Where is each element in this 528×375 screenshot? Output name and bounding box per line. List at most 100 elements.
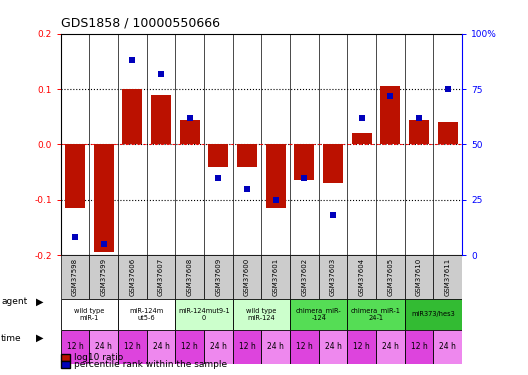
Text: 24 h: 24 h [95, 342, 112, 351]
Text: 24 h: 24 h [382, 342, 399, 351]
FancyBboxPatch shape [61, 330, 89, 364]
Text: chimera_miR-1
24-1: chimera_miR-1 24-1 [351, 308, 401, 321]
FancyBboxPatch shape [433, 330, 462, 364]
Text: 24 h: 24 h [325, 342, 342, 351]
FancyBboxPatch shape [204, 330, 233, 364]
Point [415, 115, 423, 121]
Bar [122, 89, 143, 144]
FancyBboxPatch shape [175, 255, 204, 299]
Text: GSM37610: GSM37610 [416, 258, 422, 296]
FancyBboxPatch shape [404, 255, 433, 299]
Bar [438, 122, 458, 144]
Text: GSM37604: GSM37604 [359, 258, 365, 296]
Text: ▶: ▶ [36, 297, 43, 307]
Point [271, 197, 280, 203]
Text: wild type
miR-124: wild type miR-124 [246, 308, 277, 321]
FancyBboxPatch shape [376, 330, 404, 364]
FancyBboxPatch shape [261, 255, 290, 299]
Bar [209, 144, 229, 166]
Point [243, 186, 251, 192]
Text: 12 h: 12 h [239, 342, 256, 351]
FancyBboxPatch shape [404, 299, 462, 330]
FancyBboxPatch shape [347, 255, 376, 299]
Text: GSM37609: GSM37609 [215, 258, 221, 296]
Bar [352, 134, 372, 144]
Text: 24 h: 24 h [153, 342, 169, 351]
FancyBboxPatch shape [147, 255, 175, 299]
Bar [151, 94, 171, 144]
FancyBboxPatch shape [61, 255, 89, 299]
Text: percentile rank within the sample: percentile rank within the sample [74, 360, 227, 369]
FancyBboxPatch shape [404, 330, 433, 364]
Text: GDS1858 / 10000550666: GDS1858 / 10000550666 [61, 17, 220, 30]
FancyBboxPatch shape [204, 255, 233, 299]
FancyBboxPatch shape [347, 299, 404, 330]
Bar [237, 144, 257, 166]
Text: miR-124m
ut5-6: miR-124m ut5-6 [129, 308, 164, 321]
FancyBboxPatch shape [118, 330, 147, 364]
Text: 12 h: 12 h [67, 342, 83, 351]
Text: GSM37608: GSM37608 [187, 258, 193, 296]
Point [357, 115, 366, 121]
FancyBboxPatch shape [319, 255, 347, 299]
Text: chimera_miR-
-124: chimera_miR- -124 [296, 308, 342, 321]
Text: 12 h: 12 h [181, 342, 198, 351]
Point [300, 175, 308, 181]
FancyBboxPatch shape [89, 255, 118, 299]
Text: GSM37606: GSM37606 [129, 258, 135, 296]
Text: GSM37607: GSM37607 [158, 258, 164, 296]
FancyBboxPatch shape [175, 299, 233, 330]
Text: GSM37599: GSM37599 [101, 258, 107, 296]
Bar [266, 144, 286, 208]
FancyBboxPatch shape [175, 330, 204, 364]
Bar [65, 144, 85, 208]
Bar [93, 144, 114, 252]
Text: miR373/hes3: miR373/hes3 [411, 312, 455, 318]
FancyBboxPatch shape [290, 330, 319, 364]
Text: 12 h: 12 h [353, 342, 370, 351]
FancyBboxPatch shape [290, 255, 319, 299]
Text: GSM37601: GSM37601 [272, 258, 279, 296]
Text: 12 h: 12 h [411, 342, 427, 351]
Text: agent: agent [1, 297, 27, 306]
FancyBboxPatch shape [118, 299, 175, 330]
FancyBboxPatch shape [233, 299, 290, 330]
Point [99, 241, 108, 247]
Text: 12 h: 12 h [124, 342, 141, 351]
FancyBboxPatch shape [347, 330, 376, 364]
Text: GSM37611: GSM37611 [445, 258, 451, 296]
Bar [380, 86, 400, 144]
Point [71, 234, 79, 240]
FancyBboxPatch shape [261, 330, 290, 364]
FancyBboxPatch shape [319, 330, 347, 364]
FancyBboxPatch shape [376, 255, 404, 299]
FancyBboxPatch shape [89, 330, 118, 364]
Point [386, 93, 394, 99]
FancyBboxPatch shape [147, 330, 175, 364]
Text: miR-124mut9-1
0: miR-124mut9-1 0 [178, 308, 230, 321]
FancyBboxPatch shape [233, 330, 261, 364]
Text: 24 h: 24 h [439, 342, 456, 351]
Text: GSM37598: GSM37598 [72, 258, 78, 296]
Text: 24 h: 24 h [267, 342, 284, 351]
FancyBboxPatch shape [118, 255, 147, 299]
Text: log10 ratio: log10 ratio [74, 353, 123, 362]
Text: GSM37605: GSM37605 [388, 258, 393, 296]
Point [157, 70, 165, 76]
FancyBboxPatch shape [233, 255, 261, 299]
Point [214, 175, 223, 181]
Text: GSM37603: GSM37603 [330, 258, 336, 296]
FancyBboxPatch shape [433, 255, 462, 299]
Bar [180, 120, 200, 144]
Text: GSM37602: GSM37602 [301, 258, 307, 296]
Point [185, 115, 194, 121]
Text: ▶: ▶ [36, 333, 43, 343]
Text: GSM37600: GSM37600 [244, 258, 250, 296]
Text: 24 h: 24 h [210, 342, 227, 351]
Bar [294, 144, 314, 180]
Bar [409, 120, 429, 144]
FancyBboxPatch shape [61, 299, 118, 330]
Text: wild type
miR-1: wild type miR-1 [74, 308, 105, 321]
Point [329, 212, 337, 218]
Point [444, 86, 452, 92]
